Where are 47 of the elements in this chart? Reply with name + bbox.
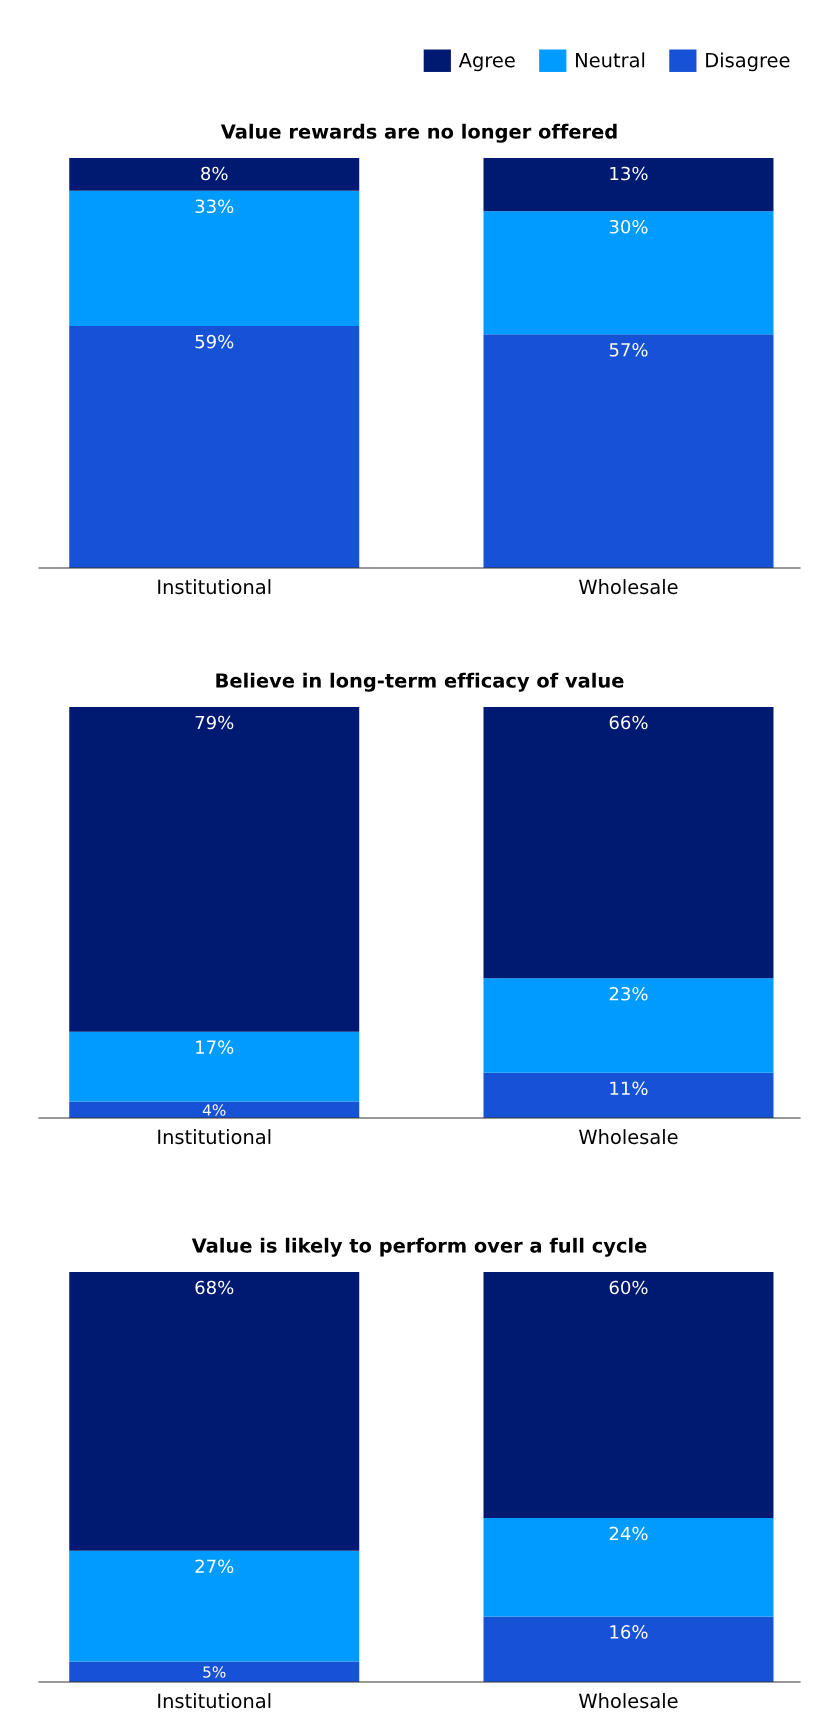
data-label: 30% xyxy=(609,219,648,234)
data-label: 68% xyxy=(195,1280,234,1295)
data-label: 59% xyxy=(195,334,234,349)
data-label: 13% xyxy=(610,166,648,181)
x-tick-label: Institutional xyxy=(158,579,271,595)
bar xyxy=(69,1101,360,1118)
bar xyxy=(483,707,774,979)
chart-title: Value is likely to perform over a full cycle xyxy=(191,1237,647,1257)
data-label: 24% xyxy=(609,1526,648,1541)
data-label: 4% xyxy=(202,1104,226,1116)
bar xyxy=(69,326,360,568)
data-label: 57% xyxy=(609,342,648,357)
legend-label: Neutral xyxy=(576,52,645,68)
data-label: 8% xyxy=(201,166,228,181)
bar xyxy=(483,211,774,335)
bar xyxy=(69,1031,360,1102)
bar xyxy=(483,1072,774,1118)
bar xyxy=(483,1616,774,1682)
data-label: 79% xyxy=(195,715,234,730)
x-tick-label: Institutional xyxy=(158,1693,271,1709)
data-label: 23% xyxy=(609,986,648,1001)
x-tick-label: Wholesale xyxy=(579,1129,678,1145)
data-label: 16% xyxy=(610,1625,648,1639)
x-tick-label: Wholesale xyxy=(579,579,678,595)
bar xyxy=(483,1518,774,1617)
data-label: 66% xyxy=(609,715,648,730)
x-tick-label: Wholesale xyxy=(579,1693,678,1709)
bar xyxy=(483,978,774,1073)
chart-title: Value rewards are no longer offered xyxy=(220,123,617,143)
bar xyxy=(69,1661,360,1682)
bar xyxy=(69,1272,360,1551)
data-label: 5% xyxy=(203,1666,226,1678)
data-label: 60% xyxy=(609,1280,648,1295)
chart-title: Believe in long-term efficacy of value xyxy=(216,672,624,692)
bar xyxy=(483,1272,774,1518)
bar xyxy=(69,190,360,327)
legend-label: Disagree xyxy=(706,52,790,72)
data-label: 11% xyxy=(610,1081,648,1096)
bar xyxy=(69,1550,360,1662)
bar xyxy=(69,158,360,191)
x-tick-label: Institutional xyxy=(158,1129,271,1145)
data-label: 17% xyxy=(196,1040,234,1054)
data-label: 27% xyxy=(195,1559,234,1574)
data-label: 33% xyxy=(195,199,234,214)
bar xyxy=(483,334,774,568)
legend-label: Agree xyxy=(458,53,515,72)
bar xyxy=(483,158,774,212)
